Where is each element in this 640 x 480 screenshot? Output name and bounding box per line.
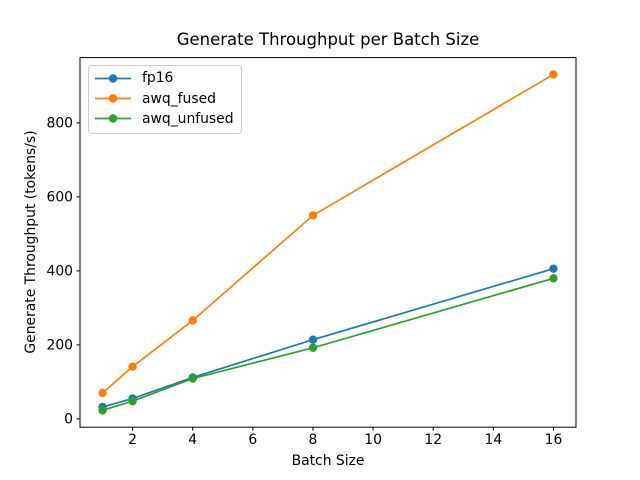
x-tick-label: 14 <box>484 432 502 448</box>
y-axis-label: Generate Throughput (tokens/s) <box>23 130 39 354</box>
y-tick-label: 800 <box>46 116 73 132</box>
legend-line-sample <box>95 73 131 83</box>
x-axis-label: Batch Size <box>291 453 365 469</box>
legend-item-awq_unfused: awq_unfused <box>94 109 234 129</box>
x-tick-label: 16 <box>545 432 563 448</box>
legend-line-sample <box>95 114 131 124</box>
marker-awq_fused <box>549 70 558 79</box>
legend-label: awq_unfused <box>142 110 234 127</box>
x-tick-label: 8 <box>309 432 318 448</box>
x-tick-label: 4 <box>188 432 197 448</box>
plot-border <box>79 57 577 428</box>
x-tick-label: 2 <box>128 432 137 448</box>
legend: fp16 awq_fused awq_unfused <box>88 65 242 135</box>
series-line-awq_unfused <box>102 277 554 412</box>
legend-label: fp16 <box>142 70 174 87</box>
y-tick-label: 200 <box>46 338 73 354</box>
legend-marker-icon <box>108 114 118 124</box>
marker-awq_unfused <box>549 274 558 283</box>
legend-marker-icon <box>108 73 118 83</box>
marker-awq_fused <box>98 388 107 398</box>
marker-fp16 <box>308 335 318 344</box>
y-tick-label: 0 <box>64 412 73 428</box>
legend-item-fp16: fp16 <box>94 68 234 88</box>
marker-awq_unfused <box>98 406 107 415</box>
legend-label: awq_fused <box>142 90 216 107</box>
x-tick-label: 10 <box>364 432 382 448</box>
legend-marker-icon <box>108 94 118 103</box>
marker-awq_fused <box>128 362 137 371</box>
marker-awq_fused <box>308 211 318 220</box>
y-tick-label: 400 <box>46 264 73 280</box>
legend-line-sample <box>95 94 131 103</box>
marker-awq_unfused <box>308 343 318 353</box>
x-tick-label: 12 <box>424 432 442 448</box>
x-tick-label: 6 <box>248 432 257 448</box>
chart-title: Generate Throughput per Batch Size <box>176 30 480 49</box>
marker-awq_unfused <box>188 374 197 383</box>
marker-awq_fused <box>188 316 197 325</box>
marker-awq_unfused <box>128 396 137 406</box>
legend-item-awq_fused: awq_fused <box>94 88 234 108</box>
marker-fp16 <box>549 264 558 273</box>
y-tick-label: 600 <box>46 190 73 206</box>
